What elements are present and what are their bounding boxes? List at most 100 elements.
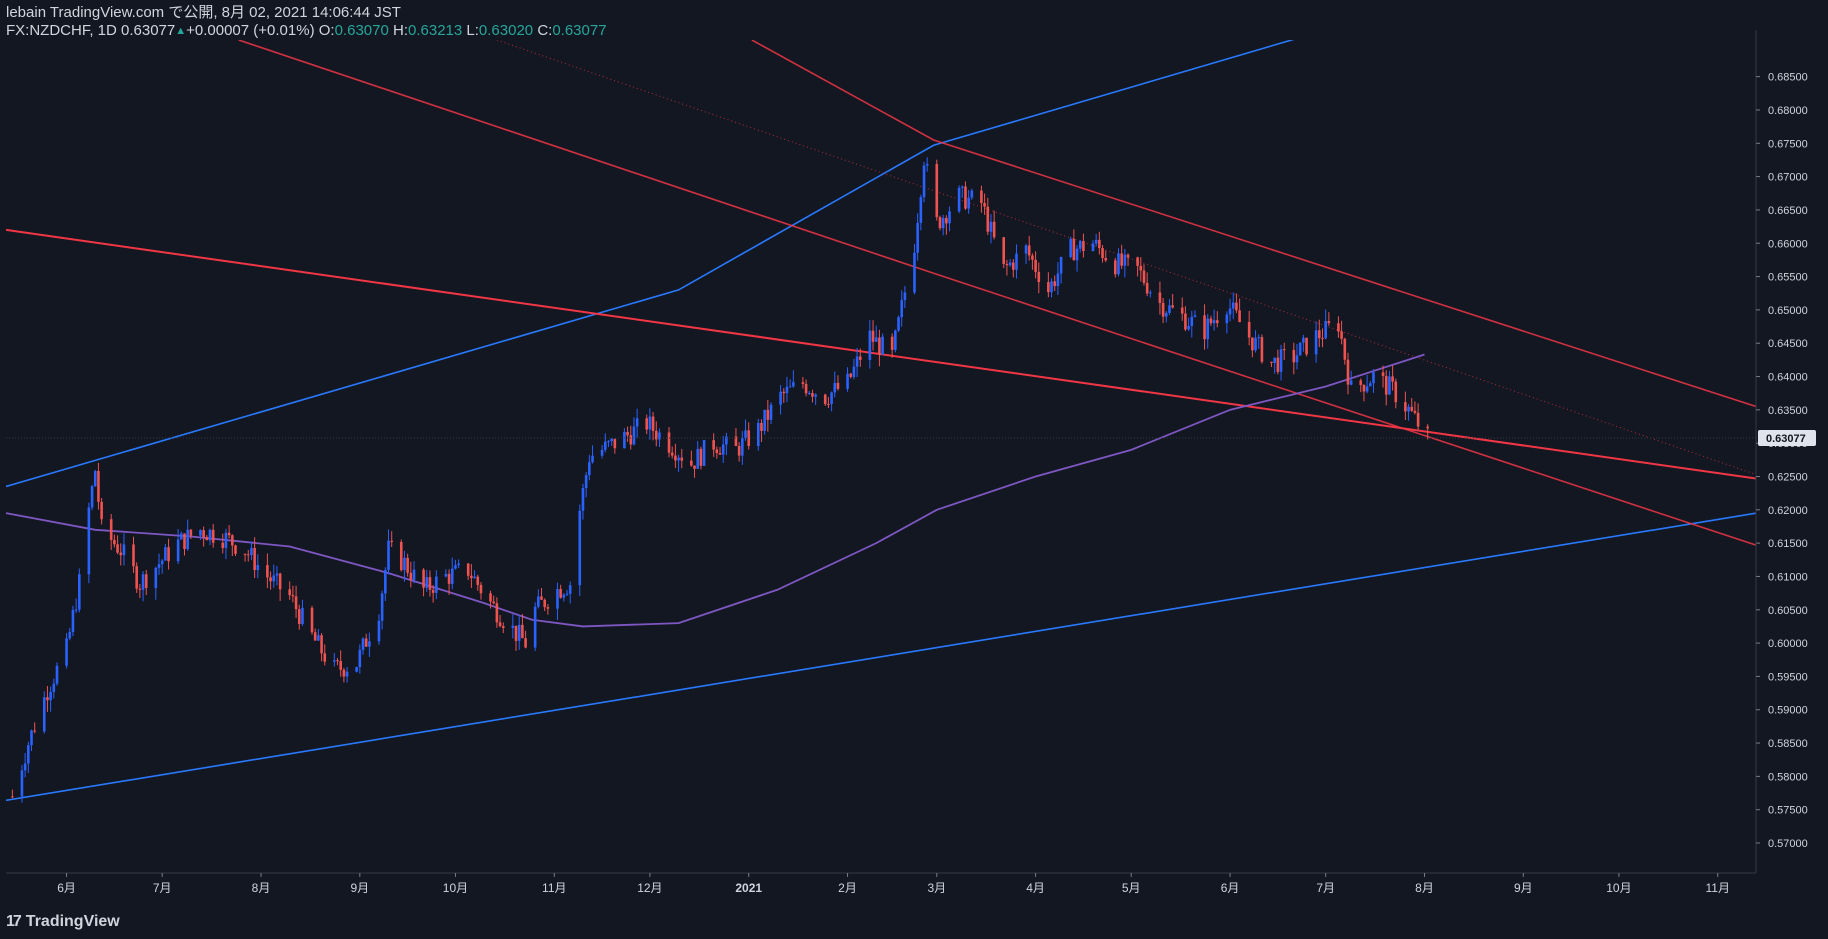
x-tick-label: 12月 xyxy=(637,881,662,895)
candle-body xyxy=(725,436,728,445)
candle-body xyxy=(680,457,684,461)
candle-body xyxy=(670,452,674,456)
x-tick-label: 4月 xyxy=(1026,881,1045,895)
candle-body xyxy=(425,577,429,588)
candle-body xyxy=(960,186,964,188)
y-tick-label: 0.67500 xyxy=(1768,138,1808,150)
candle-body xyxy=(986,206,990,232)
high-label: H: xyxy=(393,22,408,39)
candle-body xyxy=(903,292,907,300)
open-label: O: xyxy=(318,22,335,39)
candle-body xyxy=(269,577,272,582)
candle-body xyxy=(1343,338,1347,360)
candle-body xyxy=(849,373,853,377)
candle-body xyxy=(1203,315,1206,340)
candle-body xyxy=(1047,282,1050,293)
candle-body xyxy=(871,330,875,342)
candle-body xyxy=(814,394,817,397)
candle-body xyxy=(734,436,738,446)
candle-body xyxy=(339,661,342,670)
candle-body xyxy=(1091,243,1095,252)
candle-body xyxy=(1337,323,1340,332)
candle-body xyxy=(1404,402,1407,412)
candle-body xyxy=(361,638,365,650)
candle-body xyxy=(320,635,323,654)
candle-body xyxy=(517,624,521,641)
candle-body xyxy=(603,441,607,450)
x-tick-label: 9月 xyxy=(1514,881,1533,895)
candle-body xyxy=(1056,273,1060,287)
candle-body xyxy=(613,438,617,449)
candle-body xyxy=(78,574,81,610)
candle-body xyxy=(288,589,291,596)
candle-body xyxy=(20,770,24,797)
candle-body xyxy=(250,547,253,556)
candle-body xyxy=(581,488,585,511)
candle-body xyxy=(183,533,186,550)
candle-body xyxy=(1078,241,1082,249)
candle-body xyxy=(23,763,27,771)
candle-body xyxy=(450,568,454,584)
candle-body xyxy=(310,607,314,633)
x-tick-label: 7月 xyxy=(1316,881,1335,895)
candle-body xyxy=(1069,238,1072,257)
candle-body xyxy=(846,373,849,389)
candle-body xyxy=(333,660,336,662)
candle-body xyxy=(431,589,435,593)
y-tick-label: 0.59500 xyxy=(1768,671,1808,683)
candle-body xyxy=(792,382,795,387)
candle-body xyxy=(667,432,671,453)
candle-body xyxy=(1209,318,1213,324)
candle-body xyxy=(788,386,792,388)
median-dotted-line xyxy=(496,40,1756,475)
candle-body xyxy=(186,529,189,550)
candle-body xyxy=(202,530,205,538)
last-price: 0.63077 xyxy=(121,22,176,39)
candle-body xyxy=(256,565,260,571)
x-tick-label: 10月 xyxy=(443,881,468,895)
candle-body xyxy=(980,190,983,204)
candle-body xyxy=(1015,253,1018,270)
candle-body xyxy=(693,465,696,469)
candle-body xyxy=(1349,380,1353,385)
close-label: C: xyxy=(537,22,553,39)
publish-text: lebain TradingView.com で公開, 8月 02, 2021 … xyxy=(6,4,401,21)
candle-body xyxy=(345,671,349,677)
y-tick-label: 0.60000 xyxy=(1768,638,1808,650)
tradingview-logo[interactable]: 17 TradingView xyxy=(6,913,120,931)
trendline-red xyxy=(6,228,1756,480)
candle-body xyxy=(1184,313,1187,330)
candle-body xyxy=(1075,248,1079,261)
candles-layer xyxy=(11,157,1429,803)
trendline-blue xyxy=(6,40,1295,488)
candle-body xyxy=(444,573,448,577)
candle-body xyxy=(1011,262,1015,270)
y-tick-label: 0.61500 xyxy=(1768,538,1808,550)
candle-body xyxy=(479,584,483,594)
candle-body xyxy=(1388,376,1391,395)
candle-body xyxy=(1225,314,1229,324)
candle-body xyxy=(476,576,480,585)
candle-body xyxy=(466,563,470,576)
close-value: 0.63077 xyxy=(552,22,607,39)
publish-info: lebain TradingView.com で公開, 8月 02, 2021 … xyxy=(6,4,607,22)
candle-body xyxy=(412,569,416,580)
y-tick-label: 0.68500 xyxy=(1768,72,1808,84)
candle-body xyxy=(1251,337,1254,351)
trendline-red xyxy=(751,40,1756,408)
candle-body xyxy=(1145,282,1149,294)
candle-body xyxy=(756,422,760,446)
open-value: 0.63070 xyxy=(334,22,389,39)
trendlines-layer xyxy=(6,40,1756,802)
candle-body xyxy=(858,356,862,360)
candle-body xyxy=(543,599,547,608)
candle-body xyxy=(919,197,923,223)
candle-body xyxy=(492,601,496,604)
candle-body xyxy=(925,163,929,166)
candle-body xyxy=(1298,342,1302,356)
low-label: L: xyxy=(466,22,479,39)
last-price-label: 0.63077 xyxy=(1766,433,1806,445)
candle-body xyxy=(970,190,974,198)
symbol-label[interactable]: FX:NZDCHF, 1D xyxy=(6,22,117,39)
